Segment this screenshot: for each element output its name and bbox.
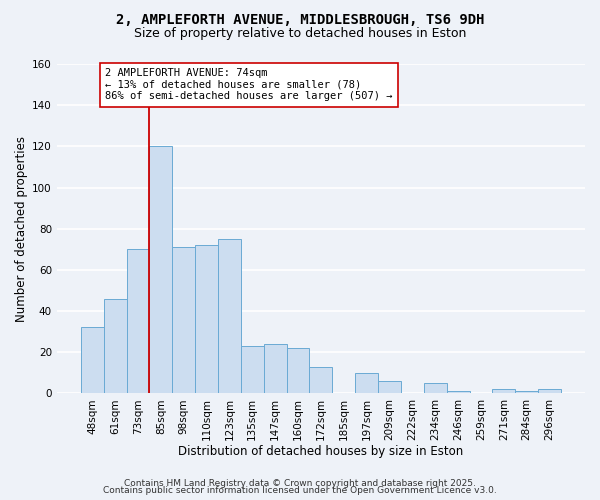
Bar	[355, 373, 378, 394]
Bar	[538, 389, 561, 394]
Bar	[287, 348, 310, 394]
Bar	[515, 392, 538, 394]
Bar	[493, 389, 515, 394]
Bar	[127, 250, 149, 394]
Bar	[218, 239, 241, 394]
Bar	[446, 392, 470, 394]
Bar	[310, 366, 332, 394]
Text: 2, AMPLEFORTH AVENUE, MIDDLESBROUGH, TS6 9DH: 2, AMPLEFORTH AVENUE, MIDDLESBROUGH, TS6…	[116, 12, 484, 26]
Text: Contains public sector information licensed under the Open Government Licence v3: Contains public sector information licen…	[103, 486, 497, 495]
Y-axis label: Number of detached properties: Number of detached properties	[15, 136, 28, 322]
Text: Contains HM Land Registry data © Crown copyright and database right 2025.: Contains HM Land Registry data © Crown c…	[124, 478, 476, 488]
Bar	[172, 247, 195, 394]
Bar	[81, 328, 104, 394]
Bar	[378, 381, 401, 394]
Bar	[424, 383, 446, 394]
Bar	[264, 344, 287, 394]
Bar	[241, 346, 264, 394]
Bar	[149, 146, 172, 394]
Bar	[104, 298, 127, 394]
Text: Size of property relative to detached houses in Eston: Size of property relative to detached ho…	[134, 28, 466, 40]
X-axis label: Distribution of detached houses by size in Eston: Distribution of detached houses by size …	[178, 444, 464, 458]
Text: 2 AMPLEFORTH AVENUE: 74sqm
← 13% of detached houses are smaller (78)
86% of semi: 2 AMPLEFORTH AVENUE: 74sqm ← 13% of deta…	[105, 68, 392, 102]
Bar	[195, 245, 218, 394]
